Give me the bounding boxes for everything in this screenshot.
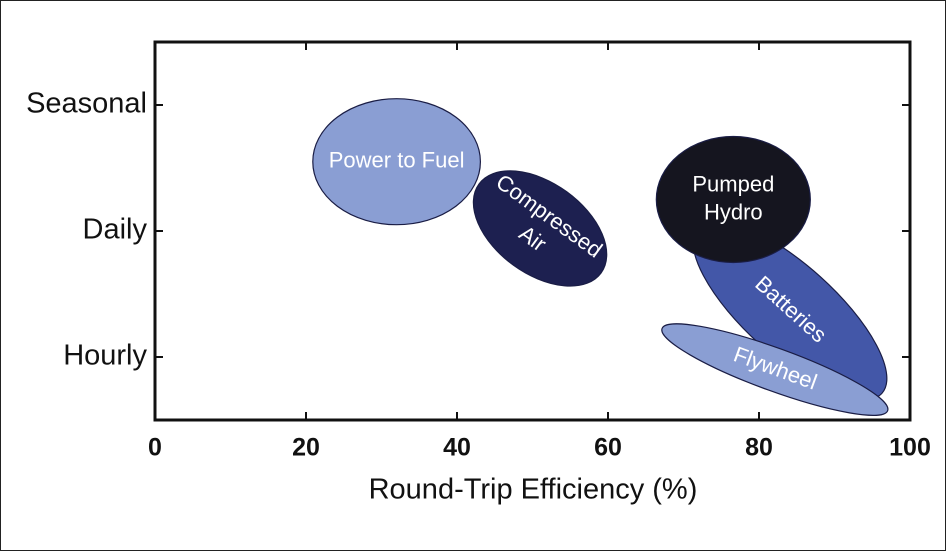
x-tick-label: 60 [594,434,622,462]
x-axis-label: Round-Trip Efficiency (%) [369,474,698,506]
region: Pumped Hydro [655,135,811,264]
plot-frame [153,40,912,422]
region-ellipse [661,323,889,416]
region-label: Pumped [692,171,774,196]
x-tick-label: 100 [889,434,931,462]
region-ellipse [472,170,608,287]
x-tick-label: 0 [148,434,162,462]
y-tick-label: Hourly [63,340,147,372]
region: Power to Fuel [312,98,482,226]
x-tick-label: 80 [745,434,773,462]
x-tick-label: 40 [443,434,471,462]
y-tick-label: Daily [83,214,148,246]
region-label: Hydro [704,199,763,224]
region-ellipse [655,135,811,264]
region: Batteries [692,220,888,401]
region-ellipse [312,98,482,226]
x-tick-label: 20 [292,434,320,462]
region-label: Power to Fuel [329,148,465,173]
y-tick-label: Seasonal [26,88,147,120]
